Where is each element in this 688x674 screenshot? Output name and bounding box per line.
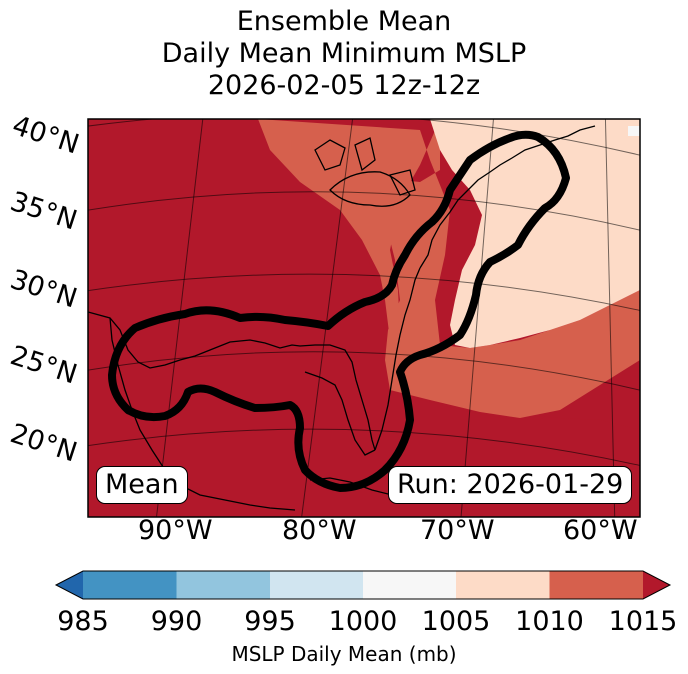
colorbar-segment <box>270 571 363 599</box>
title-line-1: Ensemble Mean <box>236 6 452 37</box>
colorbar-tick: 1015 <box>608 606 678 637</box>
colorbar-segment <box>456 571 550 599</box>
colorbar-tick: 995 <box>244 606 296 637</box>
colorbar-segment <box>176 571 270 599</box>
colorbar-over-arrow <box>643 571 670 599</box>
map-frame <box>87 118 641 518</box>
colorbar-tick: 1000 <box>328 606 398 637</box>
colorbar-segment <box>83 571 177 599</box>
pressure-fill-1010-1015-band <box>258 119 640 418</box>
run-date-box: Run: 2026-01-29 <box>388 466 633 504</box>
lon-label-60: 60°W <box>563 515 638 546</box>
colorbar-outline <box>54 570 672 600</box>
colorbar-tick: 1010 <box>515 606 584 637</box>
colorbar-tick: 985 <box>57 606 109 637</box>
mean-label-box: Mean <box>96 466 188 504</box>
colorbar-label: MSLP Daily Mean (mb) <box>231 642 457 666</box>
colorbar <box>54 570 672 600</box>
map-area <box>88 119 640 517</box>
colorbar-tick: 990 <box>150 606 203 637</box>
pressure-contour <box>108 130 570 492</box>
title-line-3: 2026-02-05 12z-12z <box>207 70 481 101</box>
colorbar-under-arrow <box>56 571 83 599</box>
colorbar-segment <box>363 571 456 599</box>
lon-label-70: 70°W <box>420 515 495 546</box>
lon-label-80: 80°W <box>282 515 357 546</box>
colorbar-tick: 1005 <box>421 606 491 637</box>
title-line-2: Daily Mean Minimum MSLP <box>161 38 527 69</box>
lon-label-90: 90°W <box>138 515 213 546</box>
pressure-fill-1000-1005 <box>628 126 640 136</box>
colorbar-segment <box>549 571 643 599</box>
